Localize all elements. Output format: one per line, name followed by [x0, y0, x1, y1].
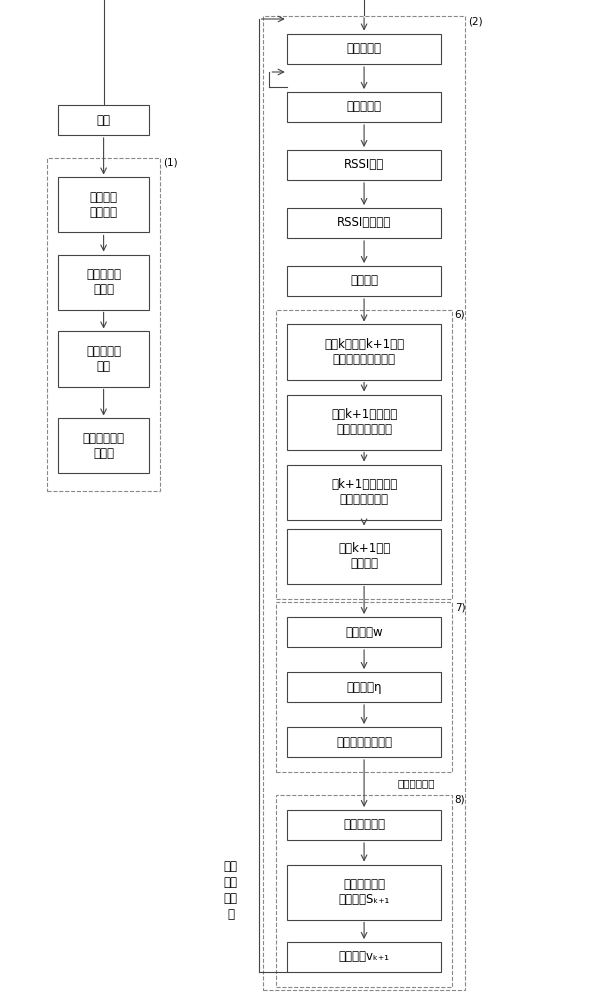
- FancyBboxPatch shape: [287, 266, 441, 296]
- Text: 更新路径函数: 更新路径函数: [343, 818, 385, 832]
- Text: 计算权值η: 计算权值η: [346, 680, 382, 694]
- Text: 判断k+1时刻人运
行可能遵守的路径: 判断k+1时刻人运 行可能遵守的路径: [331, 408, 397, 436]
- FancyBboxPatch shape: [57, 105, 149, 135]
- Text: 进入
下一
次定
位: 进入 下一 次定 位: [224, 860, 238, 922]
- Text: 数据包解析: 数据包解析: [346, 101, 382, 113]
- FancyBboxPatch shape: [57, 418, 149, 473]
- FancyBboxPatch shape: [287, 208, 441, 238]
- Text: 路径函数库
构造: 路径函数库 构造: [86, 345, 121, 373]
- FancyBboxPatch shape: [57, 177, 149, 232]
- Text: 网络初始化: 网络初始化: [346, 42, 382, 55]
- FancyBboxPatch shape: [287, 150, 441, 180]
- Text: 完成本次定位: 完成本次定位: [398, 778, 435, 788]
- Text: (1): (1): [163, 157, 178, 167]
- FancyBboxPatch shape: [287, 324, 441, 379]
- Text: 7): 7): [455, 602, 465, 612]
- FancyBboxPatch shape: [287, 672, 441, 702]
- FancyBboxPatch shape: [287, 617, 441, 647]
- Text: 开始: 开始: [96, 113, 111, 126]
- FancyBboxPatch shape: [287, 810, 441, 840]
- FancyBboxPatch shape: [287, 464, 441, 520]
- Text: RSSI测距计算: RSSI测距计算: [337, 217, 391, 230]
- Text: 计算k+1时刻
预测结果: 计算k+1时刻 预测结果: [338, 542, 390, 570]
- FancyBboxPatch shape: [287, 92, 441, 122]
- Text: 计算最终定位结果: 计算最终定位结果: [336, 736, 392, 748]
- Text: RSSI滤波: RSSI滤波: [344, 158, 384, 172]
- FancyBboxPatch shape: [287, 727, 441, 757]
- FancyBboxPatch shape: [57, 254, 149, 310]
- Text: 系统定位
环境构建: 系统定位 环境构建: [89, 191, 118, 219]
- Text: 8): 8): [455, 795, 465, 805]
- FancyBboxPatch shape: [287, 528, 441, 584]
- Text: 6): 6): [455, 310, 465, 320]
- Text: 更新速度vₖ₊₁: 更新速度vₖ₊₁: [339, 950, 390, 964]
- Text: 更新路径函数
上的位置Sₖ₊₁: 更新路径函数 上的位置Sₖ₊₁: [339, 878, 390, 906]
- Text: 计算k时刻到k+1时刻
的人可能运行的路程: 计算k时刻到k+1时刻 的人可能运行的路程: [324, 338, 404, 366]
- Text: 计算权值w: 计算权值w: [345, 626, 383, 639]
- FancyBboxPatch shape: [287, 942, 441, 972]
- Text: 修正点匹配库
的建立: 修正点匹配库 的建立: [83, 432, 124, 460]
- FancyBboxPatch shape: [287, 864, 441, 920]
- Text: (2): (2): [468, 16, 482, 26]
- FancyBboxPatch shape: [57, 331, 149, 386]
- Text: 定位环境地
图构造: 定位环境地 图构造: [86, 268, 121, 296]
- Text: 求k+1时刻人可能
到达的点的位置: 求k+1时刻人可能 到达的点的位置: [331, 478, 397, 506]
- FancyBboxPatch shape: [287, 34, 441, 64]
- Text: 多边定位: 多边定位: [350, 274, 378, 288]
- FancyBboxPatch shape: [287, 394, 441, 450]
